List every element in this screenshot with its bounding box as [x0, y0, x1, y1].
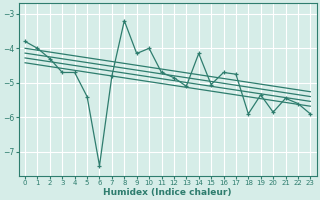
X-axis label: Humidex (Indice chaleur): Humidex (Indice chaleur)	[103, 188, 232, 197]
